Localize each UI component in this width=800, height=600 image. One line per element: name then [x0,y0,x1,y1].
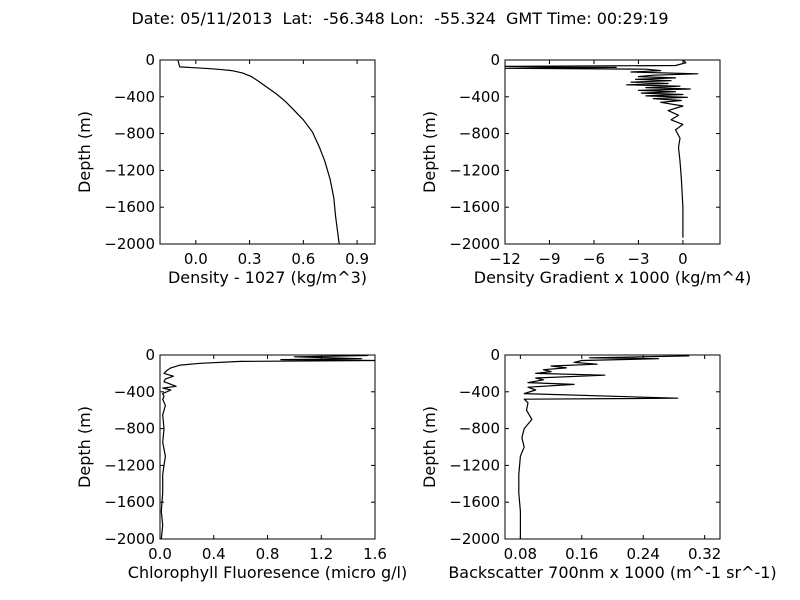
subplot-4: 0.08 0.16 0.24 0.32 0 −400 −800 −1200 −1600 −2000… [420,346,777,582]
x-tick-label: 0.08 [504,545,537,563]
x-axis-label: Chlorophyll Fluoresence (micro g/l) [128,563,407,582]
x-tick-label: 0 [678,250,688,268]
x-tick-label: 1.6 [363,545,387,563]
y-axis-label: Depth (m) [75,111,94,193]
x-tick-label: 0.24 [627,545,660,563]
x-tick-label: 0.32 [688,545,721,563]
y-tick-label: −400 [459,383,500,401]
axes-frame [504,59,721,245]
x-tick-label: 0.16 [565,545,598,563]
y-tick-label: −800 [114,125,155,143]
y-tick-label: −1200 [104,161,155,179]
x-tick-label: −3 [627,250,649,268]
x-tick-label: 0.8 [256,545,280,563]
axes-frame [159,354,376,540]
y-tick-label: −800 [459,420,500,438]
x-tick-label: 1.2 [309,545,333,563]
x-tick-label: 0.4 [202,545,226,563]
y-tick-label: −800 [114,420,155,438]
y-tick-label: −400 [459,88,500,106]
y-tick-label: −1600 [449,198,500,216]
series-line [160,354,376,540]
y-axis-label: Depth (m) [75,406,94,488]
x-axis-label: Density - 1027 (kg/m^3) [168,268,367,287]
x-tick-label: 0.0 [184,250,208,268]
y-tick-label: −1600 [449,493,500,511]
figure-title: Date: 05/11/2013 Lat: -56.348 Lon: -55.3… [131,9,669,28]
y-tick-label: −2000 [449,530,500,548]
y-tick-label: 0 [145,51,155,69]
subplot-2: −12 −9 −6 −3 0 0 −400 −800 −1200 −1600 −2000 Densit… [420,51,751,287]
axes-frame [159,59,376,245]
x-tick-label: −6 [583,250,605,268]
x-axis-label: Backscatter 700nm x 1000 (m^-1 sr^-1) [448,563,776,582]
y-axis-label: Depth (m) [420,406,439,488]
axes-frame [504,354,721,540]
y-tick-label: 0 [490,51,500,69]
x-tick-label: 0.9 [345,250,369,268]
x-axis-label: Density Gradient x 1000 (kg/m^4) [474,268,751,287]
y-axis-label: Depth (m) [420,111,439,193]
series-line [177,59,340,245]
y-tick-label: −1200 [449,456,500,474]
y-tick-label: −1600 [104,198,155,216]
subplot-3: 0.0 0.4 0.8 1.2 1.6 0 −400 −800 −1200 −1600 −2000 C… [75,346,407,582]
x-tick-label: 0.3 [238,250,262,268]
y-tick-label: 0 [490,346,500,364]
x-tick-label: 0.6 [291,250,315,268]
y-tick-label: −1200 [449,161,500,179]
y-tick-label: −800 [459,125,500,143]
subplot-1: 0.0 0.3 0.6 0.9 0 −400 −800 −1200 −1600 −2000 Dens… [75,51,376,287]
y-tick-label: −2000 [104,530,155,548]
y-tick-label: −400 [114,383,155,401]
y-tick-label: −400 [114,88,155,106]
y-tick-label: −1200 [104,456,155,474]
series-line [518,355,690,539]
x-tick-label: −9 [538,250,560,268]
series-line [504,59,699,238]
y-tick-label: −2000 [104,235,155,253]
y-tick-label: −1600 [104,493,155,511]
y-tick-label: −2000 [449,235,500,253]
x-tick-label: 0.0 [148,545,172,563]
x-tick-label: −12 [489,250,521,268]
y-tick-label: 0 [145,346,155,364]
